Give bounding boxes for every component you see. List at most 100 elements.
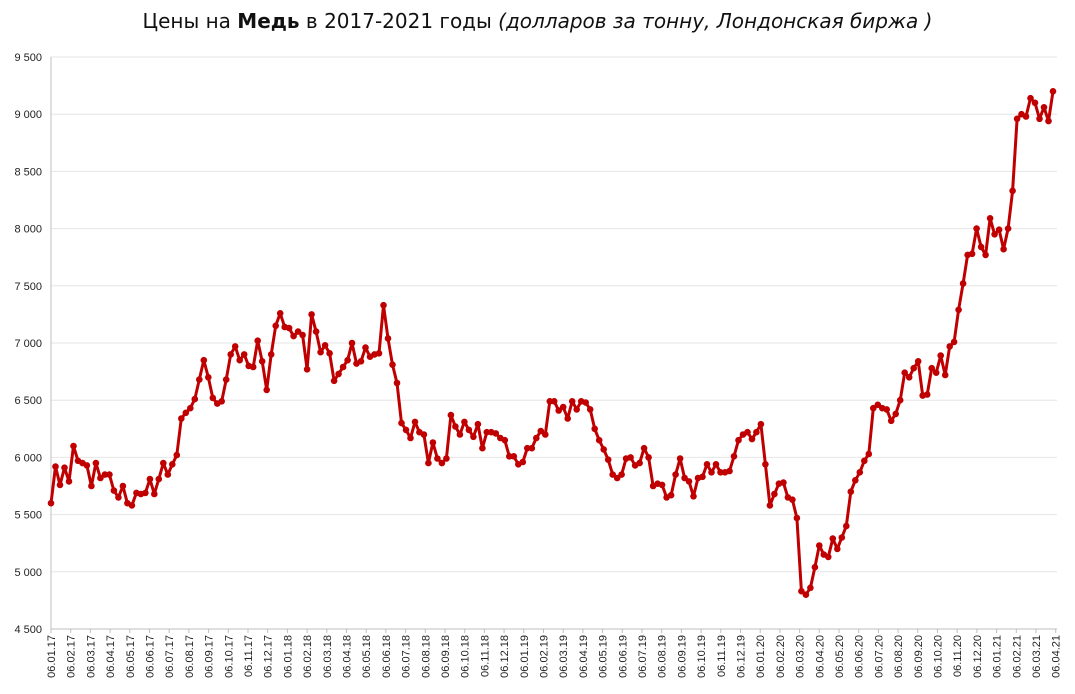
data-point (708, 469, 715, 476)
data-point (766, 502, 774, 509)
data-point (802, 591, 810, 598)
data-point (263, 386, 271, 394)
chart-title-prefix: Цены на (142, 9, 238, 33)
data-point (928, 364, 935, 372)
x-tick-label: 06.08.19 (657, 635, 669, 678)
x-tick-label: 06.12.20 (972, 635, 984, 678)
x-tick-label: 06.09.19 (676, 635, 688, 678)
data-point (937, 352, 944, 359)
data-point (793, 514, 801, 522)
data-point (160, 459, 167, 467)
x-tick-label: 06.12.18 (499, 635, 511, 678)
x-tick-label: 06.07.19 (637, 635, 649, 678)
gridlines (51, 56, 1057, 573)
data-point (294, 328, 302, 335)
x-tick-label: 06.03.21 (1031, 635, 1043, 678)
data-point (703, 461, 711, 468)
data-point (88, 482, 95, 490)
chart-title-italic: (долларов за тонну, Лондонская биржа ) (498, 9, 933, 33)
data-point (411, 418, 419, 426)
data-point (348, 339, 356, 347)
data-point (196, 376, 203, 383)
data-point (456, 431, 464, 438)
data-point (474, 420, 482, 428)
data-point (870, 404, 877, 412)
y-tick-label: 8 500 (14, 166, 42, 178)
x-tick-label: 06.07.18 (401, 635, 413, 678)
x-tick-label: 06.06.19 (617, 635, 629, 678)
data-point (425, 459, 432, 467)
data-point (312, 328, 320, 335)
data-point (240, 351, 248, 358)
y-tick-label: 8 000 (14, 224, 42, 236)
data-point (173, 451, 181, 459)
y-tick-label: 7 000 (14, 338, 42, 350)
data-point (407, 434, 414, 442)
x-tick-label: 06.10.18 (460, 635, 472, 678)
data-point (748, 435, 756, 443)
data-point (542, 431, 549, 438)
x-tick-label: 06.10.19 (696, 635, 708, 678)
data-point (986, 215, 994, 222)
data-point (231, 343, 239, 350)
x-tick-label: 06.03.19 (558, 635, 570, 678)
data-point (528, 444, 536, 452)
data-point (461, 418, 468, 426)
chart-title-bold: Медь (237, 9, 300, 33)
data-point (645, 454, 652, 461)
data-point (452, 423, 459, 430)
data-point (892, 410, 899, 418)
y-tick-label: 6 500 (14, 395, 42, 407)
data-point (959, 280, 967, 287)
data-point (627, 454, 634, 461)
data-point (825, 553, 832, 561)
data-point (191, 395, 199, 403)
data-point (658, 481, 666, 489)
x-tick-label: 06.02.21 (1011, 635, 1023, 678)
data-point (730, 453, 738, 460)
data-point (896, 396, 904, 404)
x-tick-label: 06.01.20 (755, 635, 767, 678)
data-point (699, 473, 706, 481)
data-point (550, 398, 558, 405)
x-tick-label: 06.05.17 (125, 635, 137, 678)
data-point (83, 462, 91, 469)
data-point (249, 363, 257, 371)
data-point (901, 369, 908, 377)
data-point (1027, 94, 1034, 102)
data-point (128, 502, 136, 509)
x-tick-label: 06.11.19 (716, 635, 728, 677)
data-point (380, 301, 387, 309)
x-tick-label: 06.07.17 (164, 635, 176, 678)
data-point (968, 250, 976, 258)
x-tick-label: 06.06.18 (381, 635, 393, 678)
x-tick-label: 06.02.18 (302, 635, 314, 678)
y-tick-label: 5 500 (14, 510, 42, 522)
data-point (1045, 117, 1052, 125)
data-point (267, 351, 275, 358)
data-point (447, 411, 455, 419)
data-point (874, 401, 882, 409)
data-point (119, 482, 127, 490)
data-point (995, 226, 1003, 233)
data-point (1013, 115, 1021, 123)
data-point (303, 366, 311, 373)
data-point (914, 358, 922, 365)
x-tick-label: 06.06.17 (145, 635, 157, 678)
data-point (667, 491, 675, 499)
data-point (807, 584, 814, 592)
data-point (1004, 225, 1012, 232)
data-point (977, 243, 985, 251)
x-tick-label: 06.09.17 (204, 635, 216, 678)
data-point (178, 415, 185, 422)
data-point (757, 420, 765, 428)
data-point (1009, 187, 1016, 195)
data-point (321, 342, 329, 349)
data-point (564, 415, 571, 422)
x-tick-label: 06.02.17 (66, 635, 78, 678)
data-point (438, 459, 446, 467)
x-tick-label: 06.01.21 (992, 635, 1004, 678)
data-point (789, 496, 796, 504)
data-point (923, 391, 931, 398)
data-point (1022, 113, 1030, 120)
